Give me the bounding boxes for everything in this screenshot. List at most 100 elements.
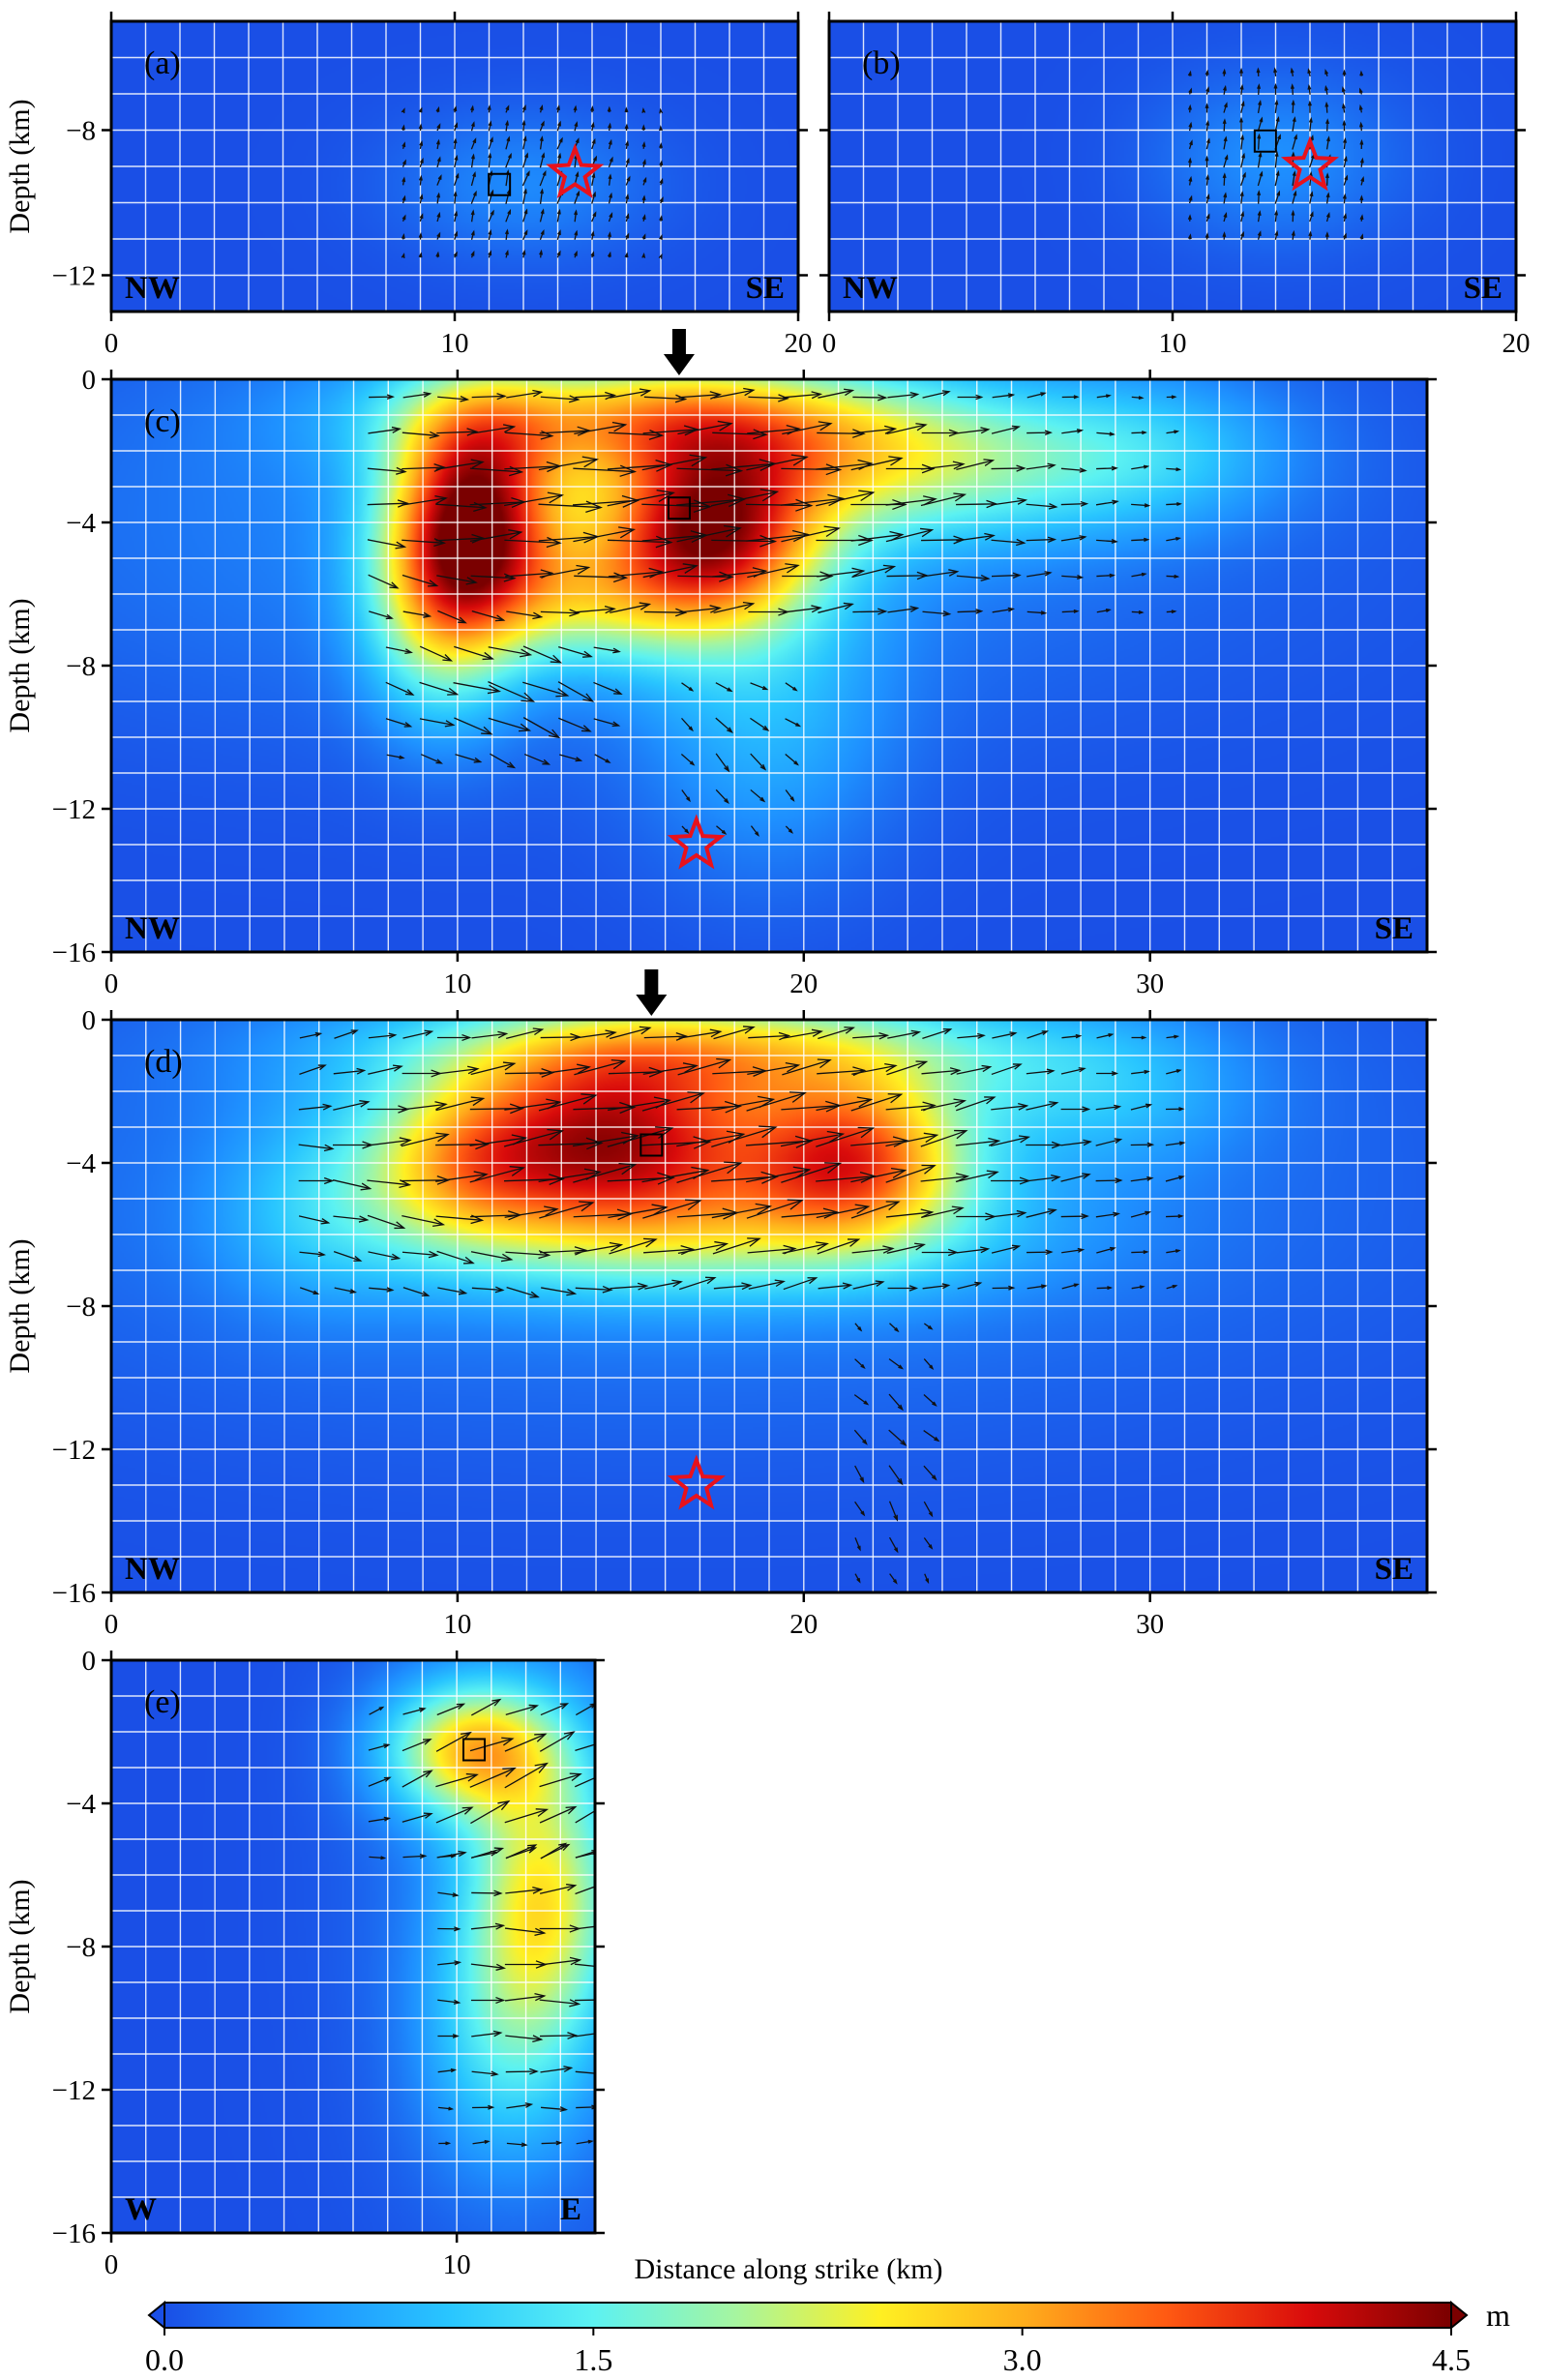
slip-arrow-head [858, 534, 874, 547]
slip-arrow-head [860, 1510, 866, 1517]
slip-arrow-head [1187, 104, 1192, 110]
slip-arrow-head [827, 493, 846, 507]
slip-arrow-head [447, 687, 460, 696]
slip-arrow-shaft [641, 457, 706, 471]
x-tick-label: 0 [104, 328, 119, 359]
slip-arrow-head [490, 209, 494, 216]
slip-arrow-head [434, 494, 448, 505]
slip-arrow-head [534, 1927, 547, 1937]
slip-arrow-shaft [470, 1800, 510, 1825]
slip-arrow-head [575, 757, 583, 762]
slip-arrow-head [461, 1806, 474, 1815]
slip-arrow-head [789, 796, 795, 802]
slip-arrow-head [1017, 497, 1028, 505]
slip-arrow-shaft [469, 1738, 513, 1752]
slip-arrow-head [607, 251, 611, 257]
slip-arrow-head [929, 1364, 935, 1371]
slip-arrow-shaft [539, 1806, 577, 1824]
slip-arrow-shaft [522, 717, 559, 738]
slip-arrow-head [693, 499, 712, 513]
direction-label-left: NW [125, 1552, 180, 1587]
slip-arrow-shaft [538, 535, 598, 542]
slip-arrow-head [504, 249, 509, 255]
slip-arrow-head [1342, 69, 1347, 75]
slip-arrow-head [386, 394, 395, 400]
slip-arrow-head [852, 429, 866, 438]
slip-arrow-head [1040, 610, 1048, 615]
slip-arrow-shaft [558, 717, 591, 732]
slip-arrow-shaft [469, 1137, 526, 1146]
slip-arrow-head [659, 107, 664, 114]
slip-arrow-head [1075, 1033, 1083, 1039]
slip-arrow-shaft [610, 603, 650, 613]
slip-arrow-head [682, 1062, 699, 1074]
x-tick-label: 10 [443, 2249, 471, 2280]
slip-arrow-head [1241, 171, 1246, 178]
colorbar-unit: m [1486, 2298, 1510, 2333]
slip-arrow-head [980, 1246, 991, 1254]
slip-arrow-shaft [850, 1093, 902, 1112]
slip-arrow-head [757, 1095, 776, 1109]
slip-arrow-shaft [713, 389, 754, 399]
slip-arrow-head [1205, 174, 1210, 180]
slip-arrow-shaft [435, 1215, 483, 1221]
slip-arrow-shaft [888, 1465, 903, 1485]
slip-arrow-shaft [402, 1287, 429, 1296]
slip-arrow-shaft [991, 1105, 1027, 1111]
slip-arrow-shaft [435, 1732, 471, 1752]
slip-arrow-shaft [921, 1206, 964, 1219]
slip-arrow-shaft [573, 1212, 632, 1218]
slip-arrow-shaft [746, 1200, 803, 1219]
slip-arrow-head [608, 231, 612, 238]
slip-arrow-head [1276, 190, 1281, 196]
slip-arrow-head [467, 1065, 480, 1075]
slip-arrow-shaft [1061, 575, 1083, 579]
slip-arrow-shaft [488, 191, 494, 204]
slip-arrow-head [1308, 230, 1313, 237]
slip-arrow-head [466, 428, 479, 436]
slip-arrow-shaft [454, 192, 457, 204]
slip-arrow-shaft [922, 1284, 949, 1290]
slip-arrow-head [659, 233, 663, 240]
slip-arrow-head [569, 1772, 582, 1782]
slip-arrow-shaft [850, 1170, 906, 1183]
slip-arrow-head [454, 210, 459, 217]
slip-arrow-head [759, 1125, 778, 1139]
slip-arrow-head [843, 602, 854, 610]
slip-arrow-shaft [780, 1133, 844, 1147]
slip-arrow-shaft [920, 462, 964, 470]
slip-arrow-head [717, 420, 733, 431]
slip-arrow-head [458, 1289, 468, 1295]
slip-arrow-head [859, 1171, 877, 1183]
slip-arrow-head [1008, 1285, 1016, 1291]
slip-arrow-shaft [591, 173, 595, 186]
slip-arrow-head [952, 461, 966, 470]
slip-arrow-shaft [1096, 539, 1117, 543]
y-tick-label: −12 [52, 2075, 96, 2106]
slip-arrow-head [755, 1203, 773, 1215]
slip-arrow-shaft [678, 1030, 721, 1039]
slip-arrow-shaft [746, 1169, 810, 1183]
slip-arrow-shaft [889, 1323, 899, 1332]
slip-arrow-head [1240, 230, 1244, 237]
slip-arrow-head [470, 459, 485, 469]
slip-arrow-head [892, 498, 907, 511]
slip-arrow-head [419, 157, 424, 164]
slip-arrow-head [791, 529, 810, 543]
slip-arrow-head [626, 175, 631, 182]
slip-arrow-head [1040, 392, 1047, 397]
slip-arrow-head [1012, 1063, 1023, 1070]
grid-lines [111, 379, 1427, 952]
slip-arrow-shaft [607, 491, 674, 507]
slip-arrow-head [527, 1847, 538, 1854]
slip-arrow-shaft [785, 718, 800, 727]
slip-arrow-shaft [505, 2035, 542, 2040]
slip-arrow-shaft [886, 424, 927, 434]
slip-arrow-head [1359, 194, 1364, 201]
slip-arrow-shaft [505, 2070, 538, 2073]
slip-arrow-shaft [783, 393, 821, 399]
centroid-square [1253, 129, 1277, 153]
slip-arrow-head [577, 1063, 591, 1074]
slip-arrow-shaft [437, 2068, 456, 2073]
slip-arrow-shaft [1223, 137, 1227, 150]
